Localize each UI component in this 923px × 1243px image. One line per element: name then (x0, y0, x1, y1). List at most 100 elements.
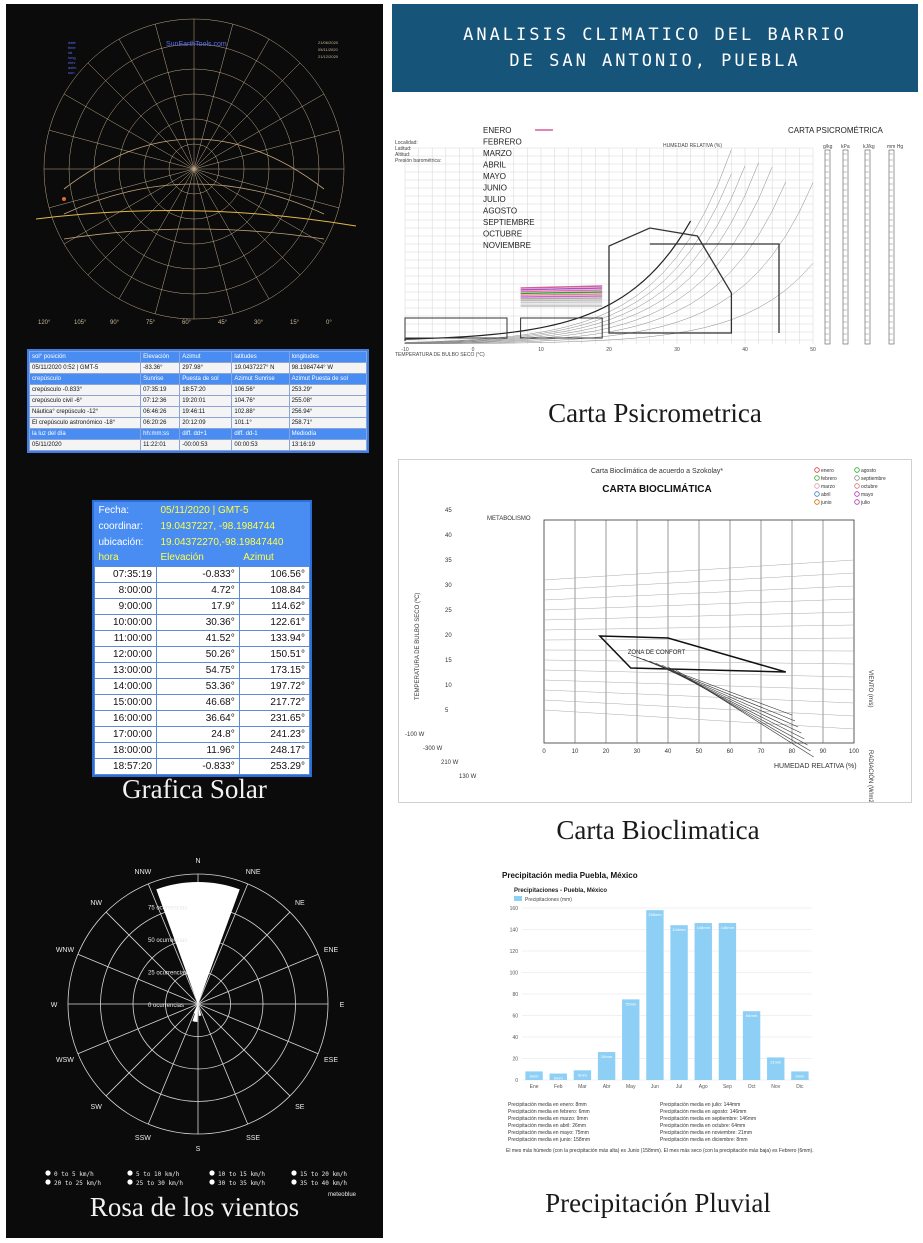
wind-rose: N NNE NE ENE E ESE SE SSE S SSW SW WSW W WNW NW NNW 75 o… (45, 858, 357, 1198)
azimuth-line (193, 168, 234, 314)
solar-table-cell: -83.36° (140, 362, 181, 374)
hour-table-cell: 106.56° (238, 565, 311, 583)
bio-title: CARTA BIOCLIMÁTICA (602, 482, 711, 495)
bio-legend-label: enero (821, 468, 834, 474)
month-line (520, 293, 603, 296)
psy-scale-head: g/kg (823, 144, 833, 150)
col-elevacion: Elevación (160, 552, 204, 564)
sun-path-arc (63, 228, 325, 240)
month-label: NOVIEMBRE (483, 241, 531, 250)
bio-x-tick: 80 (789, 749, 796, 755)
solar-table-cell: 06:46:26 (140, 406, 181, 418)
bio-right-label: VIENTO (m/s) (867, 670, 873, 708)
solar-table-cell: Sunrise (140, 373, 181, 385)
rain-x-tick: Mar (578, 1084, 587, 1090)
azimuth-line (49, 168, 195, 209)
ubic-label: ubicación: (98, 536, 144, 548)
solar-table-cell: Puesta de sol (179, 373, 233, 385)
rain-bar (646, 910, 664, 1080)
month-line (520, 291, 603, 295)
wind-legend-label: 35 to 40 km/h (300, 1180, 347, 1187)
rain-bar (573, 1070, 592, 1080)
solar-table-row: crepúsculo civil -6° 07:12:36 19:20:01 104.… (28, 395, 368, 407)
degree-label: 75° (146, 320, 156, 326)
caption-bioclimatic: Carta Bioclimatica (556, 815, 760, 845)
azimuth-line (193, 168, 325, 245)
zone-box (404, 317, 508, 339)
psy-x-tick: 30 (674, 347, 680, 353)
solar-table-cell: Elevación (140, 351, 181, 363)
bio-curve (543, 585, 855, 601)
hour-table-row: 18:00:00 11.96° 248.17° (94, 741, 311, 759)
bio-x-tick: 60 (727, 749, 734, 755)
solar-table-cell: Azimut Puesta de sol (288, 373, 368, 385)
solar-table-cell: 00:00:53 (231, 439, 290, 451)
wind-direction-label: E (340, 1002, 345, 1009)
sun-path-site: SunEarthTools.com (166, 41, 227, 48)
solar-table-cell: crepúsculo (28, 373, 142, 385)
hour-table-cell: 8:00:00 (94, 581, 157, 599)
bio-legend-dot (854, 467, 860, 473)
wind-ring-label: 75 ocurrencias (148, 906, 187, 912)
psy-x-tick: 20 (606, 347, 612, 353)
hour-table-cell: 46.68° (155, 693, 240, 711)
rain-stat-right: Precipitación media en noviembre: 21mm (660, 1130, 752, 1136)
coord-label: coordinar: (98, 520, 143, 532)
hour-table-row: 15:00:00 46.68° 217.72° (94, 693, 311, 711)
azimuth-line (63, 93, 195, 170)
psy-side-scale (824, 149, 831, 345)
bio-legend-dot (854, 475, 860, 481)
bio-y-label: TEMPERATURA DE BULBO SECO (ºC) (414, 593, 421, 700)
fecha-value: 05/11/2020 | GMT-5 (160, 504, 249, 516)
wind-direction-label: ENE (324, 947, 339, 954)
bio-legend-label: junio (820, 500, 832, 506)
hour-table-cell: 10:00:00 (94, 613, 157, 631)
wind-direction-label: N (195, 858, 200, 865)
sun-info-line: long (68, 55, 76, 60)
bio-curve (543, 699, 855, 717)
wind-legend-dot (291, 1170, 297, 1176)
rain-x-tick: Ago (699, 1084, 708, 1090)
hour-table-cell: 16:00:00 (94, 709, 157, 727)
rain-bar (791, 1071, 809, 1080)
wind-legend-label: 10 to 15 km/h (218, 1171, 265, 1178)
azimuth-line (193, 93, 325, 170)
bio-metabolismo: METABOLISMO (487, 516, 531, 522)
rain-x-tick: Jul (676, 1084, 682, 1090)
rain-y-tick: 100 (510, 971, 519, 977)
solar-table-cell: Azimut (179, 351, 233, 363)
solar-table-row: Náutica° crepúsculo -12° 06:46:26 19:46:11… (28, 406, 368, 418)
wind-direction-label: W (51, 1002, 58, 1009)
azimuth-line (118, 168, 195, 300)
bio-legend-dot (814, 499, 820, 505)
solar-table-cell: Azimut Sunrise (231, 373, 290, 385)
solar-table-cell: 98.1984744° W (288, 362, 368, 374)
azimuth-line (193, 38, 270, 170)
wind-petal (193, 1004, 198, 1014)
rain-y-tick: 80 (512, 992, 518, 998)
solar-table-cell: longitudes (288, 351, 368, 363)
azimuth-line (193, 62, 301, 170)
hour-table-cell: -0.833° (155, 757, 240, 775)
rh-curve (404, 181, 787, 344)
solar-table-cell: 20:12:09 (179, 417, 233, 429)
bio-legend-dot (814, 491, 820, 497)
rain-y-tick: 160 (510, 906, 519, 912)
caption-solar: Grafica Solar (122, 774, 267, 804)
wind-spoke (147, 1003, 199, 1125)
bio-y-tick: 20 (445, 633, 452, 639)
solar-table-cell: crepúsculo -0.833° (28, 384, 142, 396)
wind-spoke (147, 883, 199, 1005)
bio-comfort-zone (597, 635, 787, 673)
bio-right-label: RADIACIÓN (W/m2) (867, 750, 874, 803)
degree-label: 15° (290, 320, 300, 326)
bio-watt-label: 130 W (459, 774, 477, 780)
wind-ring-label: 0 ocurrencias (148, 1003, 184, 1009)
bio-legend-label: septiembre (861, 476, 886, 482)
hour-table-row: 14:00:00 53.36° 197.72° (94, 677, 311, 695)
rain-x-tick: Ene (530, 1084, 539, 1090)
rain-bar-label: 144mm (672, 927, 686, 932)
bio-y-tick: 15 (445, 658, 452, 664)
wind-legend-dot (291, 1179, 297, 1185)
